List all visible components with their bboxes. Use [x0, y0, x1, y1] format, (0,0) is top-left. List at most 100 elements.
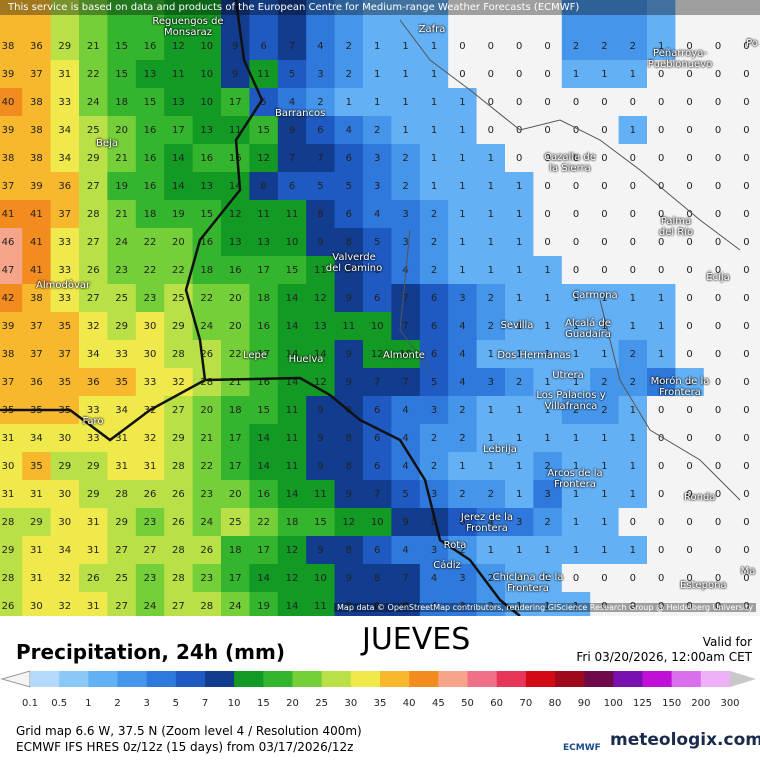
grid-cell — [50, 340, 80, 369]
grid-value: 17 — [229, 97, 242, 108]
grid-value: 0 — [488, 97, 494, 108]
grid-value: 28 — [2, 573, 15, 584]
legend-swatch — [409, 671, 439, 687]
grid-value: 37 — [30, 69, 43, 80]
grid-cell — [79, 312, 108, 341]
grid-value: 10 — [200, 97, 213, 108]
grid-cell — [306, 312, 336, 341]
grid-cell — [135, 228, 165, 257]
grid-cell — [334, 200, 364, 229]
grid-value: 14 — [286, 489, 299, 500]
grid-cell — [647, 536, 676, 565]
grid-value: 0 — [686, 601, 692, 612]
grid-value: 0 — [743, 237, 749, 248]
grid-value: 7 — [374, 377, 380, 388]
grid-value: 9 — [317, 433, 323, 444]
grid-value: 0 — [630, 237, 636, 248]
grid-value: 0 — [601, 265, 607, 276]
grid-value: 0 — [743, 545, 749, 556]
grid-value: 31 — [115, 461, 128, 472]
grid-value: 0 — [715, 405, 721, 416]
grid-value: 25 — [115, 573, 128, 584]
legend-label: 70 — [519, 698, 532, 708]
grid-value: 1 — [459, 265, 465, 276]
grid-value: 0 — [743, 573, 749, 584]
grid-value: 16 — [257, 321, 270, 332]
grid-cell — [618, 508, 648, 537]
grid-value: 16 — [144, 181, 157, 192]
grid-value: 17 — [257, 265, 270, 276]
grid-value: 27 — [87, 293, 100, 304]
grid-value: 27 — [144, 545, 157, 556]
grid-value: 4 — [317, 41, 323, 52]
grid-value: 35 — [58, 405, 71, 416]
grid-value: 6 — [289, 181, 295, 192]
grid-value: 9 — [317, 461, 323, 472]
grid-value: 17 — [229, 573, 242, 584]
grid-value: 33 — [87, 433, 100, 444]
legend-label: 5 — [173, 698, 179, 708]
grid-cell — [277, 256, 307, 285]
grid-value: 1 — [516, 545, 522, 556]
grid-value: 5 — [402, 489, 408, 500]
grid-value: 18 — [286, 517, 299, 528]
grid-value: 1 — [516, 405, 522, 416]
grid-value: 6 — [431, 349, 437, 360]
grid-cell — [135, 88, 165, 117]
place-label: Ma — [740, 566, 756, 577]
grid-value: 11 — [286, 405, 299, 416]
grid-value: 4 — [459, 321, 465, 332]
grid-value: 9 — [346, 377, 352, 388]
grid-value: 32 — [58, 573, 71, 584]
grid-value: 22 — [257, 517, 270, 528]
grid-value: 2 — [544, 517, 550, 528]
legend-title: Precipitation, 24h (mm) — [16, 640, 285, 664]
grid-value: 9 — [346, 265, 352, 276]
grid-value: 14 — [229, 181, 242, 192]
grid-cell — [79, 200, 108, 229]
grid-value: 24 — [200, 321, 213, 332]
grid-value: 30 — [58, 489, 71, 500]
grid-value: 1 — [459, 181, 465, 192]
grid-cell — [363, 228, 392, 257]
grid-value: 36 — [30, 41, 43, 52]
grid-value: 0 — [658, 545, 664, 556]
legend-label: 1 — [85, 698, 91, 708]
grid-value: 1 — [516, 489, 522, 500]
grid-value: 0 — [658, 153, 664, 164]
grid-value: 4 — [402, 461, 408, 472]
grid-value: 9 — [402, 517, 408, 528]
grid-value: 0 — [658, 69, 664, 80]
grid-value: 33 — [144, 377, 157, 388]
legend-swatch — [205, 671, 235, 687]
grid-value: 24 — [87, 97, 100, 108]
grid-value: 28 — [172, 545, 185, 556]
grid-value: 0 — [658, 461, 664, 472]
grid-value: 11 — [342, 321, 355, 332]
grid-value: 0 — [658, 517, 664, 528]
place-label: Barrancos — [275, 108, 326, 119]
grid-cell — [107, 340, 137, 369]
grid-cell — [306, 284, 336, 313]
place-label: Carmona — [572, 290, 618, 301]
grid-cell — [533, 564, 563, 593]
grid-cell — [334, 340, 364, 369]
grid-value: 1 — [402, 125, 408, 136]
grid-value: 3 — [488, 377, 494, 388]
grid-cell — [107, 312, 137, 341]
grid-value: 3 — [431, 545, 437, 556]
grid-value: 7 — [402, 377, 408, 388]
grid-value: 1 — [573, 545, 579, 556]
grid-value: 15 — [314, 517, 327, 528]
grid-value: 2 — [431, 433, 437, 444]
grid-cell — [561, 564, 591, 593]
place-label: Huelva — [288, 354, 324, 365]
legend-label: 10 — [228, 698, 241, 708]
grid-value: 3 — [402, 237, 408, 248]
grid-cell — [50, 60, 80, 89]
grid-value: 4 — [459, 349, 465, 360]
place-label: Sevilla — [500, 320, 534, 331]
grid-value: 34 — [58, 125, 71, 136]
legend-label: 40 — [403, 698, 416, 708]
grid-value: 12 — [314, 377, 327, 388]
